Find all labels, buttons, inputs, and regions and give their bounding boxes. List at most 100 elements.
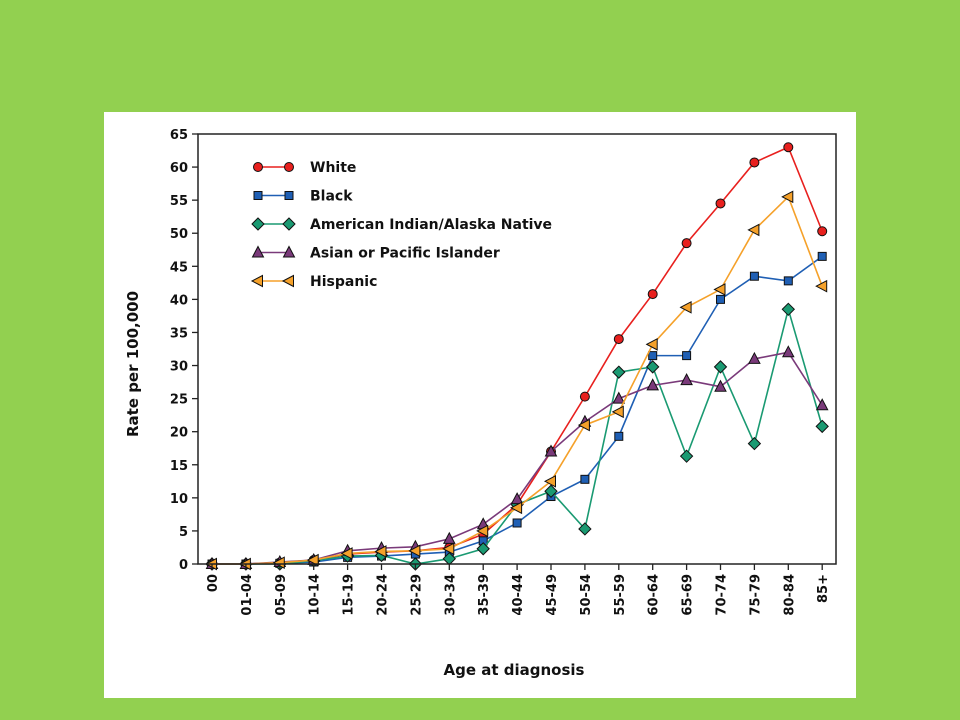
data-point-black bbox=[614, 431, 624, 441]
legend-marker bbox=[251, 217, 265, 231]
legend-marker bbox=[251, 245, 265, 258]
data-point-hispanic bbox=[510, 501, 523, 515]
data-point-hispanic bbox=[408, 544, 421, 558]
data-point-asian-or-pacific-islander bbox=[680, 373, 693, 386]
y-tick-label: 40 bbox=[170, 293, 188, 308]
data-point-white bbox=[715, 198, 726, 209]
legend-label: White bbox=[310, 160, 356, 176]
y-tick-label: 65 bbox=[170, 128, 188, 143]
axes: 0 5 10 15 20 25 30 35 40 45 50 55 60 65 00 01-04 05-09 10… bbox=[170, 128, 837, 616]
data-point-hispanic bbox=[272, 556, 285, 570]
series-american-indian-alaska-native bbox=[205, 302, 829, 571]
x-tick-label: 15-19 bbox=[342, 574, 357, 616]
data-point-black bbox=[580, 474, 590, 484]
legend-item-white: White bbox=[253, 160, 356, 176]
data-point-black bbox=[682, 351, 692, 361]
y-tick-label: 60 bbox=[170, 161, 188, 176]
data-point-asian-or-pacific-islander bbox=[748, 351, 761, 364]
x-tick-label: 35-39 bbox=[477, 574, 492, 616]
legend-marker bbox=[284, 191, 294, 200]
data-point-asian-or-pacific-islander bbox=[781, 345, 795, 358]
data-point-hispanic bbox=[543, 474, 556, 488]
x-tick-label: 60-64 bbox=[647, 574, 662, 616]
y-tick-label: 15 bbox=[170, 459, 188, 474]
y-tick-label: 20 bbox=[170, 426, 188, 441]
legend-marker bbox=[253, 191, 263, 200]
x-tick-label: 75-79 bbox=[748, 574, 763, 616]
data-point-american-indian-alaska-native bbox=[815, 419, 829, 434]
series-layer bbox=[204, 142, 829, 571]
data-point-american-indian-alaska-native bbox=[645, 360, 660, 374]
data-point-american-indian-alaska-native bbox=[544, 484, 558, 498]
data-point-black bbox=[648, 351, 658, 361]
data-point-hispanic bbox=[747, 223, 760, 237]
legend-item-black: Black bbox=[253, 189, 353, 205]
data-point-black bbox=[783, 276, 793, 286]
legend-label: Hispanic bbox=[310, 274, 377, 290]
series-hispanic bbox=[204, 190, 828, 571]
x-tick-label: 00 bbox=[206, 574, 221, 592]
data-point-asian-or-pacific-islander bbox=[646, 378, 660, 391]
x-tick-label: 70-74 bbox=[715, 574, 730, 616]
data-point-black bbox=[749, 271, 759, 281]
y-tick-label: 25 bbox=[170, 393, 188, 408]
data-point-white bbox=[681, 238, 692, 249]
series-black bbox=[207, 251, 827, 569]
data-point-white bbox=[613, 334, 624, 345]
data-point-american-indian-alaska-native bbox=[713, 360, 728, 374]
data-point-black bbox=[716, 294, 725, 304]
x-tick-label: 40-44 bbox=[511, 574, 526, 616]
data-point-american-indian-alaska-native bbox=[612, 365, 626, 379]
data-point-hispanic bbox=[476, 524, 489, 538]
legend-item-hispanic: Hispanic bbox=[250, 274, 377, 290]
data-point-american-indian-alaska-native bbox=[781, 302, 796, 317]
series-line-black bbox=[212, 255, 823, 565]
data-point-hispanic bbox=[815, 279, 828, 293]
y-tick-label: 0 bbox=[179, 558, 188, 573]
series-asian-or-pacific-islander bbox=[205, 345, 829, 569]
data-point-hispanic bbox=[679, 300, 692, 314]
data-point-asian-or-pacific-islander bbox=[442, 531, 456, 544]
data-point-asian-or-pacific-islander bbox=[612, 391, 626, 404]
data-point-hispanic bbox=[713, 283, 726, 296]
data-point-hispanic bbox=[306, 553, 319, 567]
legend: White Black American Indian/Alaska Native A… bbox=[250, 160, 552, 290]
legend-marker bbox=[282, 217, 296, 231]
y-tick-label: 45 bbox=[170, 260, 188, 275]
legend-item-american-indian-alaska-native: American Indian/Alaska Native bbox=[251, 217, 552, 233]
x-tick-label: 85+ bbox=[816, 574, 831, 603]
data-point-hispanic bbox=[374, 545, 387, 558]
data-point-white bbox=[647, 289, 658, 300]
legend-marker bbox=[250, 274, 263, 288]
legend-marker bbox=[282, 245, 296, 258]
data-point-white bbox=[749, 157, 760, 168]
y-tick-label: 35 bbox=[170, 326, 188, 341]
data-point-hispanic bbox=[577, 418, 590, 432]
x-tick-label: 05-09 bbox=[274, 574, 289, 616]
x-tick-label: 50-54 bbox=[579, 574, 594, 616]
legend-label: Asian or Pacific Islander bbox=[310, 246, 500, 262]
x-tick-label: 80-84 bbox=[782, 574, 797, 616]
data-point-asian-or-pacific-islander bbox=[510, 492, 524, 505]
data-point-asian-or-pacific-islander bbox=[815, 398, 829, 411]
data-point-black bbox=[817, 251, 827, 261]
series-line-asian-or-pacific-islander bbox=[212, 351, 823, 565]
data-point-asian-or-pacific-islander bbox=[714, 379, 727, 392]
legend-marker bbox=[284, 162, 294, 172]
data-point-american-indian-alaska-native bbox=[679, 449, 694, 463]
y-tick-label: 10 bbox=[170, 492, 188, 507]
y-axis-title: Rate per 100,000 bbox=[124, 291, 142, 437]
data-point-hispanic bbox=[611, 405, 624, 419]
chart-panel: White Black American Indian/Alaska Native A… bbox=[104, 112, 856, 698]
x-tick-label: 30-34 bbox=[443, 574, 458, 616]
data-point-american-indian-alaska-native bbox=[476, 542, 490, 556]
data-point-white bbox=[783, 142, 794, 153]
x-tick-label: 25-29 bbox=[409, 574, 424, 616]
y-tick-label: 5 bbox=[179, 525, 188, 540]
x-tick-label: 55-59 bbox=[613, 574, 628, 616]
y-tick-label: 30 bbox=[170, 360, 188, 375]
data-point-hispanic bbox=[781, 190, 794, 204]
data-point-hispanic bbox=[645, 338, 658, 351]
legend-label: Black bbox=[310, 189, 353, 205]
data-point-white bbox=[579, 391, 590, 402]
